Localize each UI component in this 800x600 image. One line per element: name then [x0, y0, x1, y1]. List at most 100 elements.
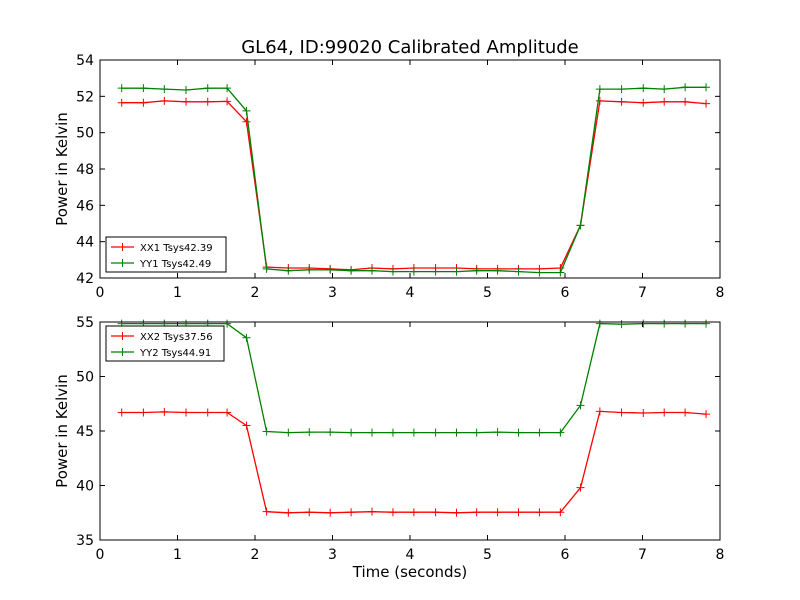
data-point [368, 507, 377, 516]
data-point [117, 408, 126, 417]
data-point [284, 508, 293, 517]
data-point [242, 106, 251, 115]
chart-title: GL64, ID:99020 Calibrated Amplitude [241, 37, 579, 58]
x-tick-label: 6 [561, 547, 570, 563]
y-tick-label: 52 [76, 89, 94, 105]
legend-label: YY1 Tsys42.49 [139, 259, 211, 270]
data-point [305, 508, 314, 517]
data-point [203, 408, 212, 417]
data-point [368, 428, 377, 437]
data-point [409, 267, 418, 276]
data-point [388, 508, 397, 517]
legend-box [105, 236, 227, 273]
data-point [681, 97, 690, 106]
data-point [660, 97, 669, 106]
data-point [139, 84, 148, 93]
x-tick-label: 3 [328, 547, 337, 563]
data-point [347, 428, 356, 437]
data-point [702, 83, 711, 92]
data-point [347, 508, 356, 517]
data-point [431, 508, 440, 517]
data-point [556, 428, 565, 437]
y-tick-label: 44 [76, 235, 94, 251]
data-point [139, 98, 148, 107]
data-point [182, 85, 191, 94]
data-point [452, 428, 461, 437]
data-point [493, 266, 502, 275]
data-point [262, 507, 271, 516]
y-tick-label: 50 [76, 370, 94, 386]
data-point [493, 508, 502, 517]
x-tick-label: 2 [251, 547, 260, 563]
x-axis-label: Time (seconds) [352, 563, 468, 581]
data-point [388, 267, 397, 276]
data-point [472, 508, 481, 517]
x-tick-label: 1 [173, 547, 182, 563]
y-tick-label: 46 [76, 198, 94, 214]
data-point [262, 427, 271, 436]
x-tick-label: 1 [173, 285, 182, 301]
data-point [681, 83, 690, 92]
data-point [284, 428, 293, 437]
data-point [617, 85, 626, 94]
data-point [409, 428, 418, 437]
data-point [660, 319, 669, 328]
data-point [702, 410, 711, 419]
data-point [595, 85, 604, 94]
data-point [681, 408, 690, 417]
data-point [117, 98, 126, 107]
data-point [452, 267, 461, 276]
y-tick-label: 55 [76, 315, 94, 331]
data-point [139, 408, 148, 417]
data-point [576, 221, 585, 230]
top-panel: 0 1 2 3 4 5 6 7 8 42 44 46 48 50 52 54 Power in Kelvin XX… [53, 53, 724, 301]
data-point [595, 407, 604, 416]
data-point [660, 408, 669, 417]
data-point [639, 319, 648, 328]
data-point [535, 428, 544, 437]
data-point [409, 508, 418, 517]
data-point [305, 428, 314, 437]
y-tick-label: 54 [76, 53, 94, 69]
data-point [617, 408, 626, 417]
data-point [203, 84, 212, 93]
data-point [493, 428, 502, 437]
data-point [182, 408, 191, 417]
y-axis-label: Power in Kelvin [53, 374, 71, 488]
data-point [203, 97, 212, 106]
data-point [595, 319, 604, 328]
y-tick-label: 45 [76, 424, 94, 440]
data-point [702, 99, 711, 108]
x-tick-label: 0 [96, 547, 105, 563]
data-point [681, 319, 690, 328]
data-point [160, 96, 169, 105]
x-tick-label: 7 [638, 547, 647, 563]
x-tick-label: 7 [638, 285, 647, 301]
data-point [514, 508, 523, 517]
data-point [223, 84, 232, 93]
x-tick-label: 4 [406, 285, 415, 301]
data-point [305, 265, 314, 274]
data-point [452, 508, 461, 517]
data-point [639, 409, 648, 418]
data-point [702, 319, 711, 328]
data-point [223, 97, 232, 106]
data-point [472, 428, 481, 437]
legend-marker [118, 243, 127, 251]
x-tick-label: 8 [716, 285, 725, 301]
data-point [535, 268, 544, 277]
data-point [326, 508, 335, 517]
legend: XX1 Tsys42.39 YY1 Tsys42.49 [105, 236, 227, 273]
x-tick-label: 2 [251, 285, 260, 301]
data-point [617, 97, 626, 106]
data-point [284, 266, 293, 275]
legend-marker [118, 348, 127, 356]
data-point [514, 267, 523, 276]
data-point [326, 428, 335, 437]
x-tick-label: 8 [716, 547, 725, 563]
data-point [117, 84, 126, 93]
y-axis-label: Power in Kelvin [53, 112, 71, 226]
legend-marker [118, 259, 127, 267]
